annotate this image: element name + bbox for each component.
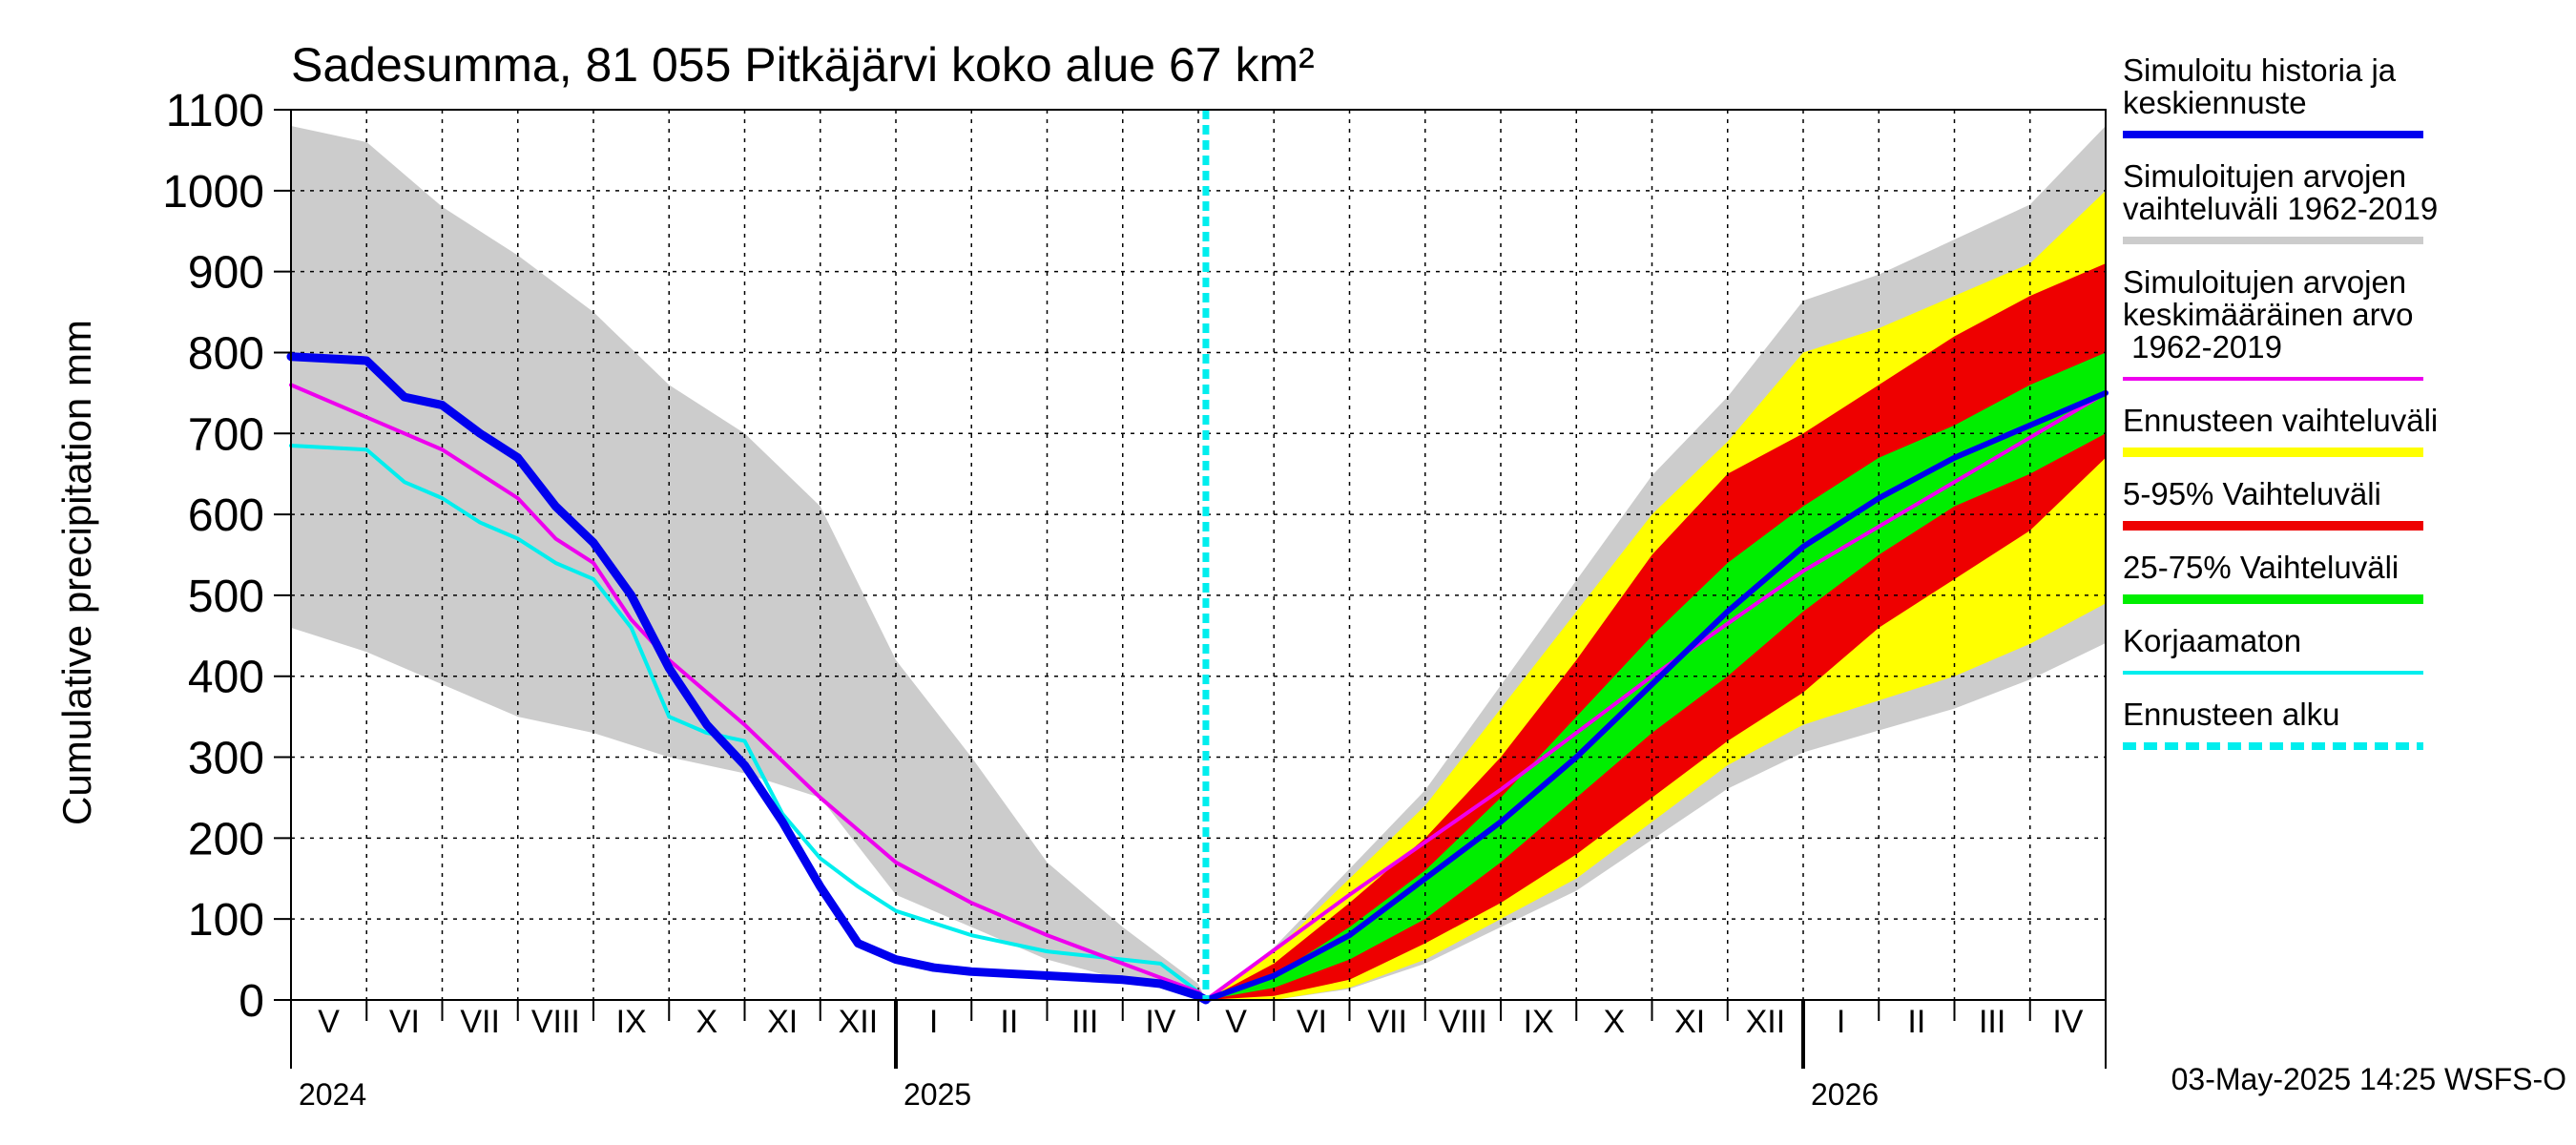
korjaamaton-line (289, 443, 1208, 1002)
y-axis-label: Cumulative precipitation mm (54, 320, 99, 825)
axes (274, 109, 2107, 1069)
y-tick-label: 700 (188, 409, 264, 460)
month-label: VIII (1439, 1004, 1487, 1040)
y-tick-labels: 0 100 200 300 400 500 600 700 800 900 1000 1100 (162, 86, 264, 1027)
year-labels: 2024 2025 2026 (299, 1077, 1879, 1112)
y-tick-label: 500 (188, 572, 264, 622)
month-label: VII (1367, 1004, 1407, 1040)
y-tick-label: 900 (188, 248, 264, 299)
month-labels: V VI VII VIII IX X XI XII I II III IV V VI VII VIII IX X X… (318, 1004, 2083, 1040)
month-label: VIII (531, 1004, 580, 1040)
legend-label: Simuloitu historia ja keskiennuste (2123, 52, 2397, 120)
timestamp-footer: 03-May-2025 14:25 WSFS-O (2171, 1062, 2566, 1096)
month-label: III (1979, 1004, 2005, 1040)
month-label: VII (460, 1004, 500, 1040)
month-label: II (1907, 1004, 1925, 1040)
y-tick-label: 200 (188, 814, 264, 864)
legend-label: 5-95% Vaihteluväli (2123, 476, 2381, 511)
month-label: VI (389, 1004, 420, 1040)
month-label: III (1071, 1004, 1098, 1040)
month-label: VI (1297, 1004, 1327, 1040)
legend-label: Ennusteen vaihteluväli (2123, 403, 2438, 438)
month-label: XII (1746, 1004, 1786, 1040)
mean-1962-2019-line (289, 383, 2108, 1002)
series-lines (286, 352, 2109, 1005)
y-tick-label: 800 (188, 328, 264, 379)
month-label: IX (616, 1004, 647, 1040)
y-tick-label: 300 (188, 734, 264, 784)
month-label: X (1604, 1004, 1626, 1040)
year-label: 2026 (1811, 1077, 1879, 1112)
legend: Simuloitu historia ja keskiennuste Simuloi… (2123, 52, 2438, 750)
month-label: XI (1674, 1004, 1705, 1040)
y-tick-label: 100 (188, 895, 264, 946)
y-tick-label: 1100 (166, 86, 264, 136)
band-5-95 (1205, 263, 2106, 1000)
legend-label: Simuloitujen arvojen vaihteluväli 1962-20… (2123, 158, 2438, 226)
y-tick-label: 1000 (162, 167, 264, 218)
legend-label: Korjaamaton (2123, 623, 2301, 658)
month-label: IV (1145, 1004, 1175, 1040)
month-label: XI (767, 1004, 798, 1040)
y-tick-label: 600 (188, 490, 264, 541)
month-label: I (929, 1004, 938, 1040)
simulated-history-line (286, 352, 1211, 1005)
month-label: V (318, 1004, 340, 1040)
median-forecast-line (1202, 389, 2109, 1003)
month-label: X (696, 1004, 718, 1040)
y-tick-label: 0 (239, 976, 264, 1027)
uncertainty-bands (291, 125, 2106, 1001)
month-label: IX (1524, 1004, 1554, 1040)
month-label: I (1837, 1004, 1845, 1040)
y-tick-label: 400 (188, 653, 264, 703)
historical-range-band (291, 125, 1206, 1001)
month-label: XII (839, 1004, 879, 1040)
month-label: IV (2052, 1004, 2083, 1040)
year-label: 2025 (904, 1077, 971, 1112)
legend-label: Simuloitujen arvojen keskimääräinen arvo … (2123, 264, 2413, 364)
chart-title: Sadesumma, 81 055 Pitkäjärvi koko alue 6… (291, 38, 1315, 92)
legend-label: 25-75% Vaihteluväli (2123, 550, 2399, 585)
year-label: 2024 (299, 1077, 366, 1112)
legend-label: Ennusteen alku (2123, 697, 2340, 732)
month-label: II (1000, 1004, 1018, 1040)
month-label: V (1225, 1004, 1247, 1040)
